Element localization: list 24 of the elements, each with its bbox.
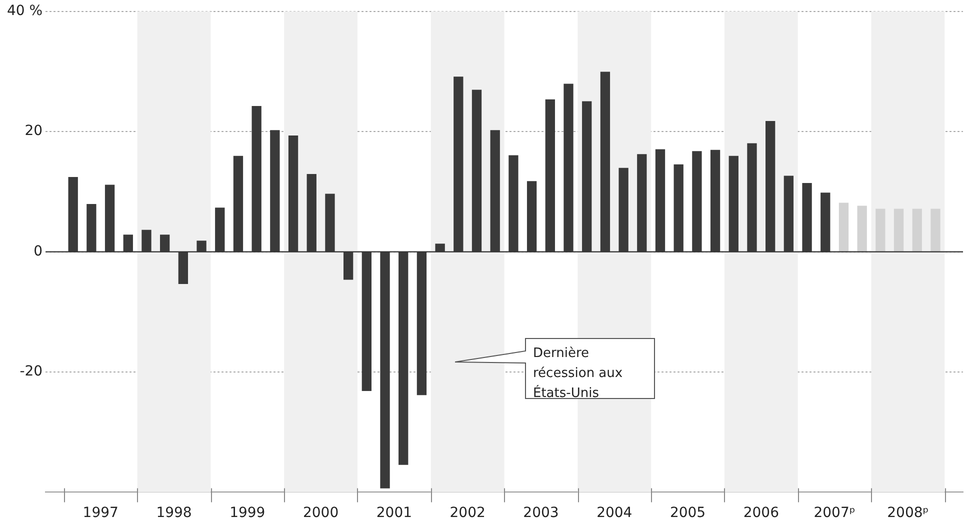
y-tick-label: 40 %: [6, 3, 43, 20]
x-tick-label: 2007ᵖ: [814, 505, 856, 522]
x-tick-label: 2000: [302, 505, 339, 522]
bar: [857, 206, 867, 252]
x-tick-label: 1998: [156, 505, 192, 522]
bar: [912, 208, 922, 252]
x-tick-label: 2003: [523, 505, 559, 522]
bar: [876, 208, 886, 252]
x-tick-label: 2002: [450, 505, 486, 522]
bar: [894, 208, 904, 252]
x-tick-label: 1999: [230, 505, 266, 522]
bar: [930, 208, 940, 252]
callout-box: Dernière récession aux États-Unis: [455, 338, 655, 402]
x-tick-label: 2005: [670, 505, 706, 522]
bar: [838, 202, 849, 252]
x-tick-label: 2001: [376, 505, 412, 522]
annotation: Dernière récession aux États-Unis: [533, 345, 624, 403]
x-tick-label: 2004: [596, 505, 632, 522]
y-tick-label: -20: [20, 364, 43, 380]
x-tick-label: 1997: [82, 505, 118, 522]
x-tick-label: 2008ᵖ: [887, 505, 929, 522]
y-tick-label: 0: [34, 243, 43, 260]
y-tick-label: 20: [24, 123, 43, 140]
x-tick-label: 2006: [743, 505, 780, 522]
